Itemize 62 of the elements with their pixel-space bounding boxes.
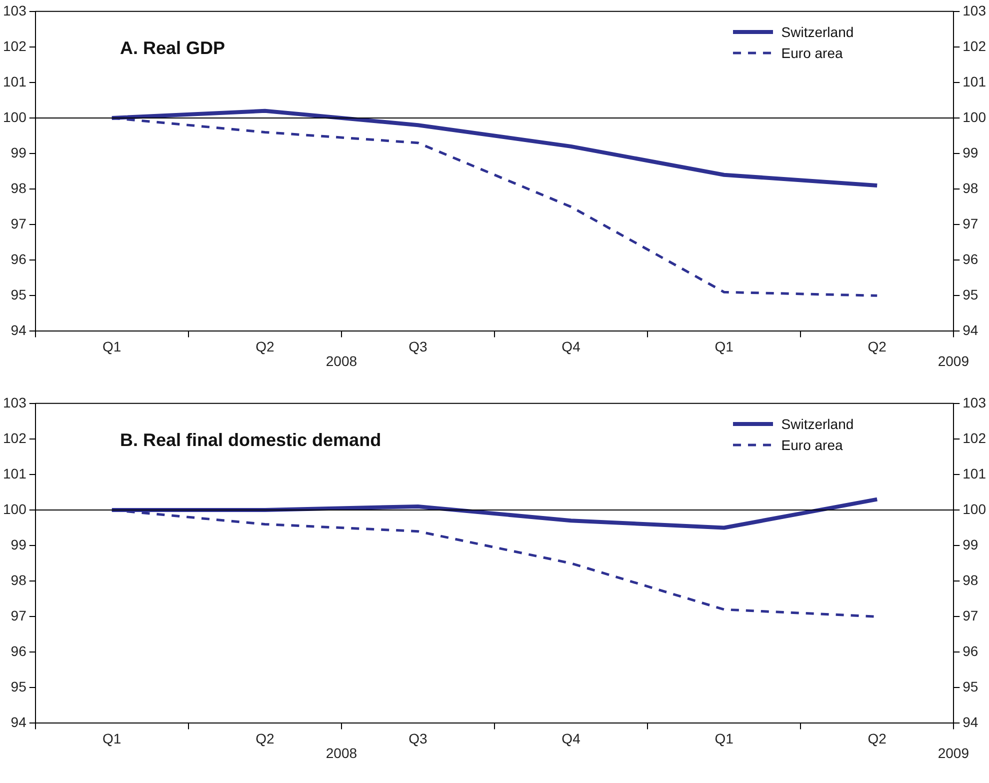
y-tick-label: 100: [3, 108, 27, 125]
y-tick-label: 97: [10, 607, 27, 624]
y-tick-label: 102: [3, 38, 27, 54]
x-tick-label: Q1: [102, 730, 122, 746]
text: 2009: [938, 745, 970, 762]
y-tick-label: 99: [10, 536, 27, 552]
y-tick-label: 100: [3, 500, 27, 517]
y-tick-label: 103: [3, 394, 27, 410]
y2-tick-label: 95: [962, 286, 978, 303]
y-tick-label: 99: [10, 144, 27, 160]
x-tick-label: Q1: [714, 730, 734, 746]
y-tick-label: 101: [3, 465, 27, 482]
y-tick-label: 94: [10, 322, 27, 338]
y2-tick-label: 100: [962, 500, 986, 517]
y2-tick-label: 103: [962, 394, 986, 410]
y2-tick-label: 102: [962, 430, 986, 446]
y2-tick-label: 94: [962, 714, 978, 730]
x-tick-label: Q2: [256, 730, 274, 746]
legend-label: Euro area: [781, 436, 843, 453]
y2-tick-label: 94: [962, 322, 978, 338]
y-tick-label: 102: [3, 430, 27, 446]
y2-tick-label: 95: [962, 678, 978, 695]
x-tick-label: Q2: [256, 338, 274, 354]
y-tick-label: 98: [10, 572, 27, 588]
legend-label: Euro area: [781, 44, 843, 61]
y-tick-label: 95: [10, 678, 27, 695]
text: B. Real final domestic demand: [120, 430, 382, 451]
y2-tick-label: 103: [962, 2, 986, 18]
text: 2008: [326, 353, 358, 370]
legend-label: Switzerland: [781, 24, 854, 40]
y2-tick-label: 97: [962, 215, 978, 232]
x-tick-label: Q4: [562, 338, 581, 354]
x-tick-label: Q2: [868, 730, 887, 746]
x-tick-label: Q3: [408, 730, 428, 746]
y-tick-label: 95: [10, 286, 27, 303]
x-tick-label: Q2: [868, 338, 887, 354]
y2-tick-label: 97: [962, 607, 978, 624]
text: 2008: [326, 745, 358, 762]
y2-tick-label: 99: [962, 144, 978, 160]
x-tick-label: Q1: [714, 338, 734, 354]
y-tick-label: 94: [10, 714, 27, 730]
y2-tick-label: 96: [962, 642, 978, 659]
y2-tick-label: 96: [962, 250, 978, 267]
y2-tick-label: 102: [962, 38, 986, 54]
x-tick-label: Q1: [102, 338, 122, 354]
text: A. Real GDP: [120, 38, 226, 59]
text: 2009: [938, 353, 970, 370]
y2-tick-label: 99: [962, 536, 978, 552]
x-tick-label: Q4: [562, 730, 581, 746]
y2-tick-label: 98: [962, 180, 978, 196]
y-tick-label: 96: [10, 642, 27, 659]
y2-tick-label: 98: [962, 572, 978, 588]
y2-tick-label: 101: [962, 465, 986, 482]
legend-label: Switzerland: [781, 416, 854, 432]
y-tick-label: 103: [3, 2, 27, 18]
y2-tick-label: 101: [962, 73, 986, 90]
y-tick-label: 101: [3, 73, 27, 90]
y2-tick-label: 100: [962, 108, 986, 125]
x-tick-label: Q3: [408, 338, 428, 354]
y-tick-label: 97: [10, 215, 27, 232]
y-tick-label: 96: [10, 250, 27, 267]
y-tick-label: 98: [10, 180, 27, 196]
